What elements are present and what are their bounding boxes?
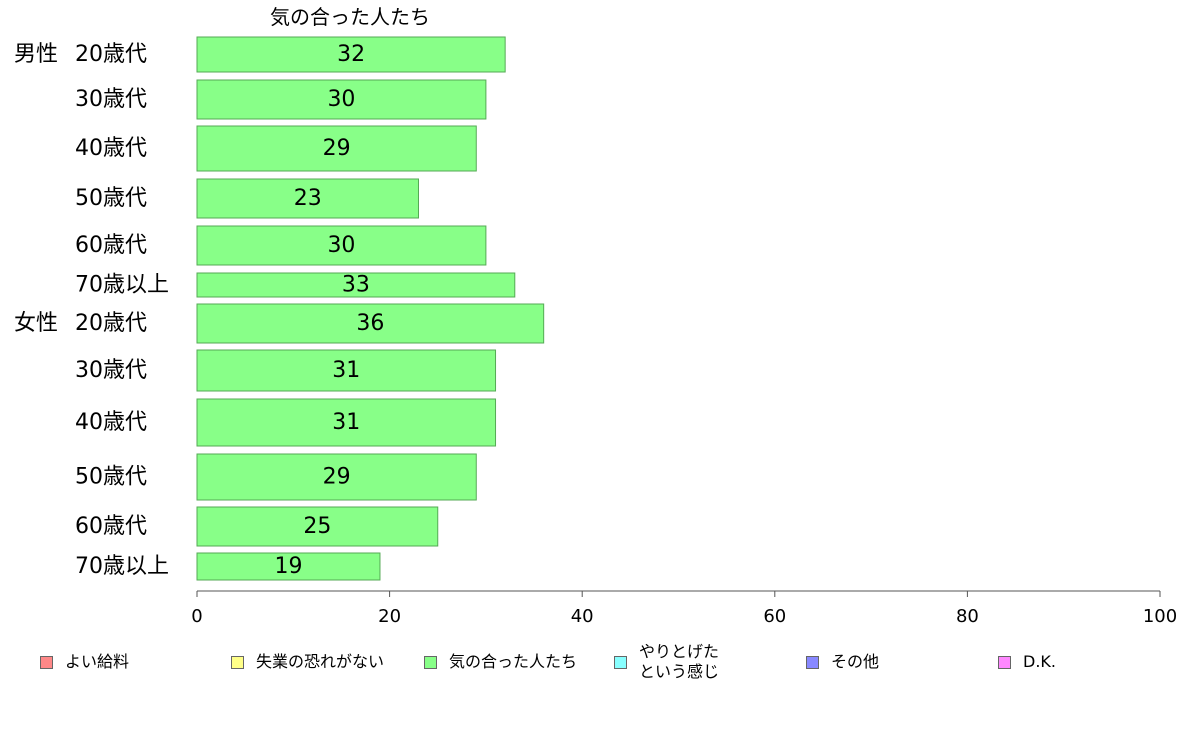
category-label: 50歳代 xyxy=(75,465,147,490)
category-label: 20歳代 xyxy=(75,42,147,67)
category-label: 40歳代 xyxy=(75,136,147,161)
legend-item: D.K. xyxy=(998,652,1056,672)
category-label: 40歳代 xyxy=(75,410,147,435)
bar-chart: 気の合った人たち 32 男性 20歳代 30 30歳代 29 40歳代 23 50歳代 30 60歳代… xyxy=(14,5,1177,627)
legend-label: よい給料 xyxy=(65,652,130,671)
legend-item: よい給料 xyxy=(40,652,129,672)
x-tick-label: 100 xyxy=(1143,606,1177,627)
bar-value-label: 30 xyxy=(327,87,355,112)
bar-value-label: 32 xyxy=(337,42,365,67)
x-tick-label: 0 xyxy=(191,606,202,627)
legend-swatch xyxy=(998,655,1011,669)
legend: よい給料 失業の恐れがない 気の合った人たち やりとげた という感じ その他 D.K. xyxy=(0,640,1188,690)
bar xyxy=(196,349,497,392)
bar-value-label: 29 xyxy=(323,465,351,490)
bar-value-label: 19 xyxy=(274,554,302,579)
legend-item: 失業の恐れがない xyxy=(231,652,384,672)
category-label: 60歳代 xyxy=(75,233,147,258)
bar-value-label: 30 xyxy=(327,233,355,258)
category-label: 60歳代 xyxy=(75,514,147,539)
bar xyxy=(196,272,516,298)
bar xyxy=(196,303,545,344)
legend-swatch xyxy=(614,655,627,669)
legend-label: D.K. xyxy=(1023,652,1056,671)
bar xyxy=(196,225,487,266)
legend-item: その他 xyxy=(806,652,879,672)
bar-value-label: 31 xyxy=(332,358,360,383)
legend-label: 気の合った人たち xyxy=(449,652,578,671)
legend-swatch xyxy=(424,655,437,669)
bar-value-label: 36 xyxy=(356,311,384,336)
category-label: 30歳代 xyxy=(75,87,147,112)
legend-label: やりとげた という感じ xyxy=(639,642,720,681)
category-group-label: 女性 xyxy=(14,311,58,336)
legend-swatch xyxy=(231,655,244,669)
bar xyxy=(196,398,497,447)
bar xyxy=(196,453,477,501)
bar xyxy=(196,506,439,547)
x-tick-label: 40 xyxy=(571,606,594,627)
legend-item: やりとげた という感じ xyxy=(614,642,719,682)
category-label: 30歳代 xyxy=(75,358,147,383)
x-tick-label: 60 xyxy=(763,606,786,627)
legend-label: その他 xyxy=(831,652,880,671)
category-label: 50歳代 xyxy=(75,186,147,211)
bar xyxy=(196,79,487,120)
bar-value-label: 31 xyxy=(332,410,360,435)
bar xyxy=(196,36,506,73)
legend-swatch xyxy=(806,655,819,669)
category-label: 70歳以上 xyxy=(75,554,169,579)
category-label: 70歳以上 xyxy=(75,273,169,298)
legend-label: 失業の恐れがない xyxy=(256,652,385,671)
category-group-label: 男性 xyxy=(14,42,58,67)
bar-value-label: 23 xyxy=(294,186,322,211)
chart-title: 気の合った人たち xyxy=(270,5,430,29)
bar xyxy=(196,552,381,581)
bar xyxy=(196,178,419,219)
bar-value-label: 33 xyxy=(342,273,370,298)
bar-value-label: 25 xyxy=(303,514,331,539)
legend-item: 気の合った人たち xyxy=(424,652,577,672)
x-tick-label: 20 xyxy=(378,606,401,627)
x-tick-label: 80 xyxy=(956,606,979,627)
bar xyxy=(196,125,477,172)
bar-value-label: 29 xyxy=(323,136,351,161)
category-label: 20歳代 xyxy=(75,311,147,336)
legend-swatch xyxy=(40,655,53,669)
